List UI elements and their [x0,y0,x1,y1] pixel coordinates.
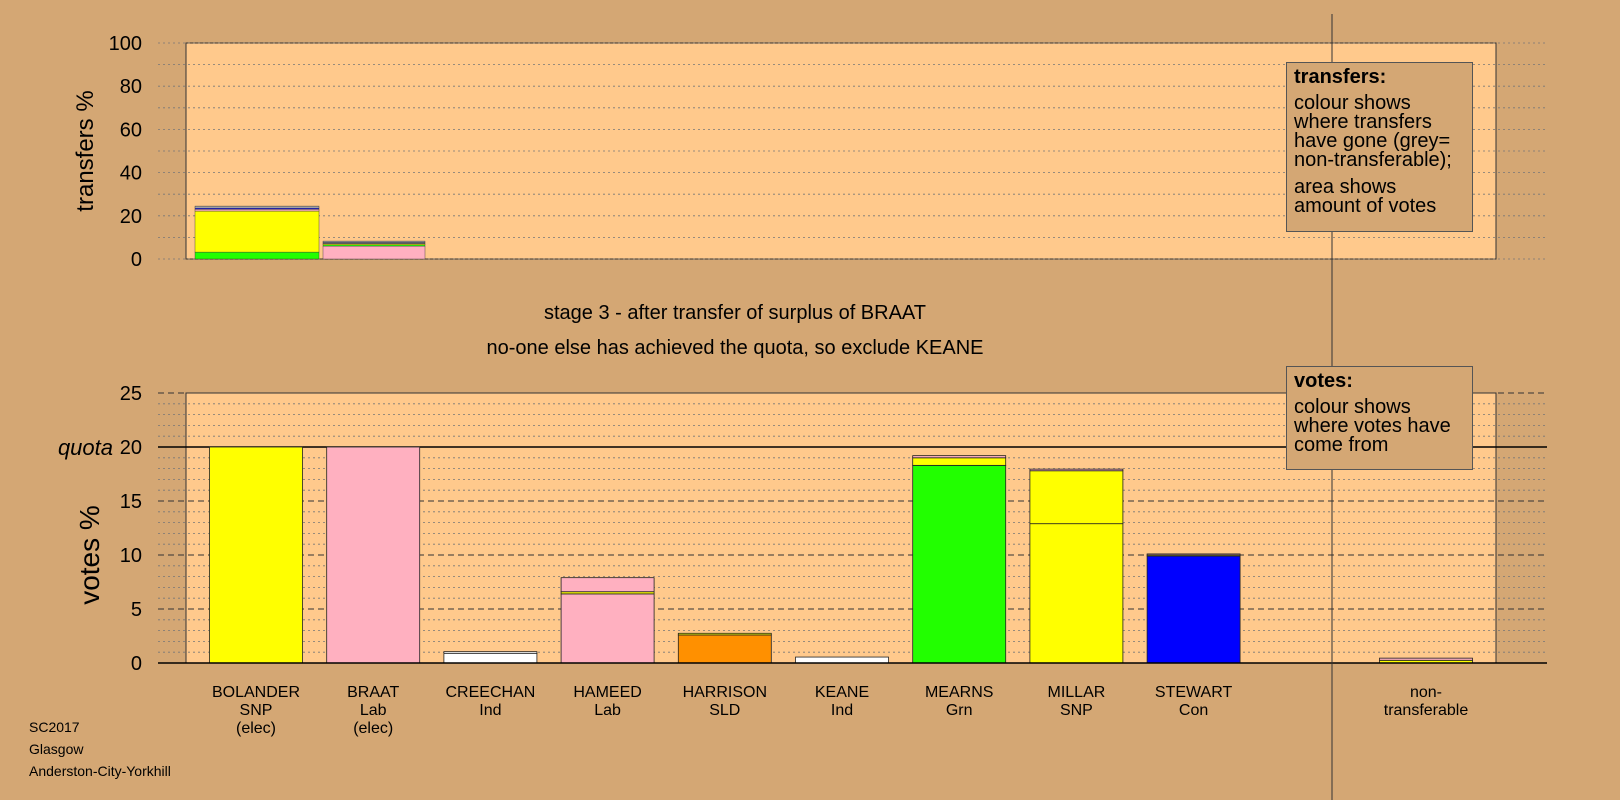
transfers-tick-label: 80 [120,76,142,98]
transfer-bar-segment [322,245,426,260]
votes-tick-label: 15 [120,491,142,513]
transfers-legend: transfers: colour shows where transfers … [1286,62,1473,232]
candidate-name: MILLAR [1048,684,1106,701]
candidate-party: Con [1179,702,1208,719]
exclude-text: no-one else has achieved the quota, so e… [487,337,984,359]
vote-bar-segment [912,457,1007,466]
footer-city: Glasgow [29,741,84,757]
candidate-status: (elec) [236,720,276,737]
transfers-tick-label: 0 [131,249,142,271]
votes-tick-label: 0 [131,653,142,675]
candidate-name: BRAAT [347,684,399,701]
candidate-party: Grn [946,702,973,719]
vote-bar-segment [209,446,303,664]
vote-bar-segment [326,446,421,664]
candidate-status: (elec) [353,720,393,737]
candidate-name: STEWART [1155,684,1233,701]
votes-legend: votes: colour shows where votes have com… [1286,366,1473,470]
candidate-party: SLD [709,702,740,719]
stage-text: stage 3 - after transfer of surplus of B… [544,302,926,324]
votes-tick-label: 5 [131,599,142,621]
transfer-bar-segment [194,251,320,260]
transfers-tick-label: 60 [120,119,142,141]
candidate-party: SNP [240,702,273,719]
footer-ward: Anderston-City-Yorkhill [29,763,171,779]
transfers-tick-label: 20 [120,206,142,228]
vote-bar-segment [677,634,772,664]
candidate-party: Ind [479,702,501,719]
votes-legend-title: votes: [1294,370,1353,392]
transfers-legend-title: transfers: [1294,66,1387,88]
vote-bar-segment [1146,555,1241,664]
vote-bar-segment [1029,470,1124,525]
vote-bar-segment [560,593,655,664]
candidate-party: Lab [594,702,621,719]
candidate-party: Lab [360,702,387,719]
vote-bar-segment [912,455,1007,459]
vote-bar-segment [1029,468,1124,472]
transfer-bar-segment [194,205,320,208]
vote-bar-segment [443,652,538,664]
transfer-bar-segment [194,209,320,212]
vote-bar-segment [443,651,538,654]
nontransferable-label-2: transferable [1384,702,1469,719]
vote-bar-segment [1146,553,1241,556]
transfers-tick-label: 100 [109,33,142,55]
votes-legend-text: colour shows where votes have come from [1294,396,1451,456]
vote-bar-segment [677,632,772,636]
candidate-name: BOLANDER [212,684,300,701]
votes-tick-label: 25 [120,383,142,405]
votes-tick-label: 20 [120,437,142,459]
candidate-party: Ind [831,702,853,719]
footer-year: SC2017 [29,719,80,735]
vote-bar-segment [912,464,1007,664]
vote-bar-segment [560,577,655,593]
nontransferable-label: non- [1410,684,1442,701]
candidate-name: MEARNS [925,684,993,701]
candidate-party: SNP [1060,702,1093,719]
vote-bar-segment [1029,523,1124,664]
transfer-bar-segment [322,240,426,243]
candidate-name: HARRISON [683,684,767,701]
transfers-legend-text: colour shows where transfers have gone (… [1294,92,1452,171]
vote-bar-segment [795,656,889,664]
quota-label: quota [58,435,113,460]
candidate-name: HAMEED [573,684,641,701]
candidate-name: KEANE [815,684,869,701]
candidate-name: CREECHAN [446,684,536,701]
transfer-bar-segment [194,210,320,253]
transfers-axis-label: transfers % [72,90,99,211]
transfers-tick-label: 40 [120,163,142,185]
votes-tick-label: 10 [120,545,142,567]
votes-axis-label: votes % [74,505,105,605]
nontransferable-bar-segment [1379,657,1473,661]
transfers-legend-area-text: area shows amount of votes [1294,176,1437,217]
